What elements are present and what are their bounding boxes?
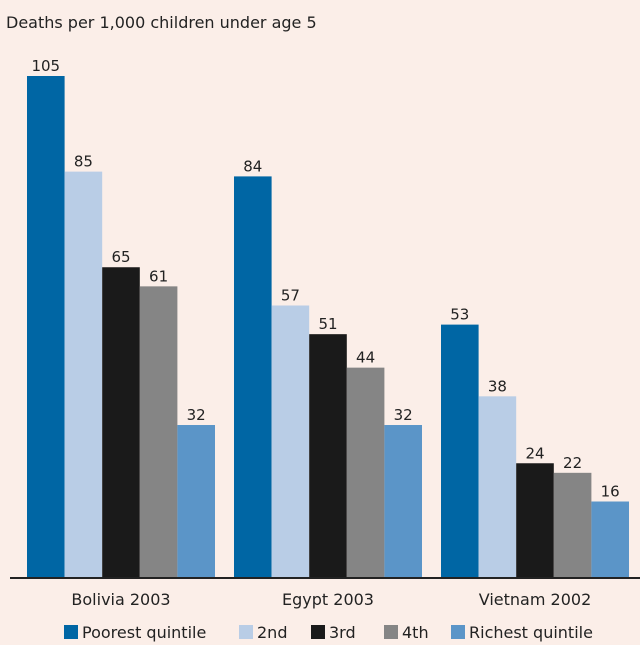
legend-swatch-richest-quintile bbox=[451, 625, 465, 639]
value-label-bolivia-2003-2nd: 85 bbox=[74, 153, 93, 171]
legend-swatch-3rd bbox=[311, 625, 325, 639]
legend-label-richest-quintile: Richest quintile bbox=[469, 623, 593, 642]
value-label-vietnam-2002-2nd: 38 bbox=[488, 377, 507, 395]
bar-egypt-2003-2nd bbox=[271, 305, 310, 578]
bar-egypt-2003-4th bbox=[346, 367, 385, 578]
legend-swatch-4th bbox=[384, 625, 398, 639]
value-label-bolivia-2003-4th: 61 bbox=[149, 267, 168, 285]
legend: Poorest quintile 2nd 3rd 4th Richest quintil… bbox=[64, 623, 593, 642]
legend-label-2nd: 2nd bbox=[257, 623, 287, 642]
value-label-vietnam-2002-poorest-quintile: 53 bbox=[450, 306, 469, 324]
bar-bolivia-2003-2nd bbox=[64, 171, 103, 578]
bar-egypt-2003-3rd bbox=[309, 334, 347, 578]
legend-label-3rd: 3rd bbox=[329, 623, 356, 642]
value-label-egypt-2003-4th: 44 bbox=[356, 349, 375, 367]
bar-egypt-2003-richest-quintile bbox=[384, 425, 422, 578]
bar-egypt-2003-poorest-quintile bbox=[234, 176, 272, 578]
value-label-egypt-2003-richest-quintile: 32 bbox=[394, 406, 413, 424]
bar-bolivia-2003-4th bbox=[139, 286, 178, 578]
bar-bolivia-2003-poorest-quintile bbox=[27, 76, 65, 578]
value-label-egypt-2003-2nd: 57 bbox=[281, 286, 300, 304]
value-labels-layer: 105 85 65 61 32 84 57 51 44 32 53 38 24 22 16 bbox=[31, 57, 619, 501]
value-label-egypt-2003-3rd: 51 bbox=[318, 315, 337, 333]
value-label-bolivia-2003-poorest-quintile: 105 bbox=[31, 57, 60, 75]
category-labels-layer: Bolivia 2003 Egypt 2003 Vietnam 2002 bbox=[71, 590, 591, 609]
category-label-bolivia-2003: Bolivia 2003 bbox=[71, 590, 170, 609]
value-label-vietnam-2002-richest-quintile: 16 bbox=[601, 483, 620, 501]
value-label-vietnam-2002-4th: 22 bbox=[563, 454, 582, 472]
bar-bolivia-2003-3rd bbox=[102, 267, 140, 578]
bar-vietnam-2002-2nd bbox=[478, 396, 517, 578]
value-label-vietnam-2002-3rd: 24 bbox=[525, 444, 544, 462]
legend-swatch-2nd bbox=[239, 625, 253, 639]
bar-vietnam-2002-3rd bbox=[516, 463, 554, 578]
legend-label-poorest-quintile: Poorest quintile bbox=[82, 623, 206, 642]
category-label-egypt-2003: Egypt 2003 bbox=[282, 590, 374, 609]
bar-bolivia-2003-richest-quintile bbox=[177, 425, 215, 578]
chart-title: Deaths per 1,000 children under age 5 bbox=[6, 13, 317, 32]
bar-vietnam-2002-poorest-quintile bbox=[441, 324, 479, 578]
category-label-vietnam-2002: Vietnam 2002 bbox=[479, 590, 592, 609]
legend-swatch-poorest-quintile bbox=[64, 625, 78, 639]
bars-layer bbox=[27, 76, 629, 578]
bar-vietnam-2002-4th bbox=[553, 472, 592, 578]
value-label-bolivia-2003-3rd: 65 bbox=[111, 248, 130, 266]
bar-vietnam-2002-richest-quintile bbox=[591, 501, 629, 578]
value-label-egypt-2003-poorest-quintile: 84 bbox=[243, 157, 262, 175]
legend-label-4th: 4th bbox=[402, 623, 429, 642]
value-label-bolivia-2003-richest-quintile: 32 bbox=[187, 406, 206, 424]
